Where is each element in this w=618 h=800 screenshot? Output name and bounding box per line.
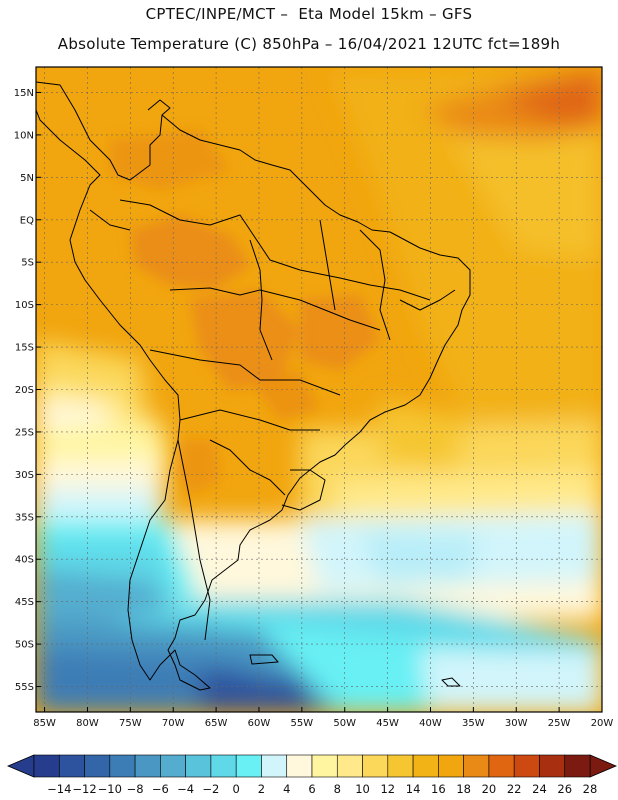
colorbar-swatch (84, 754, 111, 778)
lon-label-20w: 20W (591, 718, 614, 729)
colorbar-swatch (311, 754, 338, 778)
colorbar-label: 18 (456, 782, 471, 796)
latitude-labels: 15N 10N 5N EQ 5S 10S 15S 20S 25S 30S 35S 40S 45S 50S 5… (14, 88, 41, 693)
lat-label-eq: EQ (20, 215, 34, 226)
lon-label-30w: 30W (505, 718, 528, 729)
colorbar-label: 24 (532, 782, 547, 796)
lat-label-5s: 5S (21, 258, 34, 269)
colorbar-label: −8 (127, 782, 144, 796)
colorbar-swatch (58, 754, 85, 778)
lat-label-55s: 55S (15, 682, 34, 693)
lon-label-85w: 85W (33, 718, 56, 729)
colorbar-swatch (362, 754, 389, 778)
colorbar-label: 22 (507, 782, 522, 796)
colorbar-swatch (235, 754, 262, 778)
lon-label-80w: 80W (76, 718, 99, 729)
lat-label-30s: 30S (15, 470, 34, 481)
lon-label-60w: 60W (248, 718, 271, 729)
lat-label-40s: 40S (15, 555, 34, 566)
colorbar-swatch (160, 754, 186, 778)
colorbar-label: 20 (482, 782, 497, 796)
colorbar-swatch (564, 754, 591, 778)
graticule (36, 67, 603, 712)
colorbar-over-arrow (589, 754, 618, 778)
colorbar-swatch (286, 754, 313, 778)
colorbar-label: −14 (47, 782, 71, 796)
lat-label-35s: 35S (15, 512, 34, 523)
colorbar-swatch (134, 754, 161, 778)
colorbar-label: 6 (308, 782, 315, 796)
colorbar-label: −2 (202, 782, 219, 796)
lat-label-10n: 10N (14, 130, 34, 141)
colorbar-label: −4 (177, 782, 194, 796)
colorbar-swatch (412, 754, 439, 778)
colorbar-label: −12 (72, 782, 96, 796)
lat-label-25s: 25S (15, 427, 34, 438)
colorbar: −14 −12 −10 −8 −6 −4 −2 0 2 4 6 8 10 12 14 16 18 20 22 24 26… (6, 754, 618, 796)
colorbar-label: 8 (334, 782, 341, 796)
colorbar-swatch (539, 754, 566, 778)
colorbar-swatch (387, 754, 414, 778)
lon-label-65w: 65W (205, 718, 228, 729)
lat-label-45s: 45S (15, 597, 34, 608)
colorbar-label: −6 (152, 782, 169, 796)
colorbar-label: 16 (431, 782, 446, 796)
lon-label-70w: 70W (162, 718, 185, 729)
colorbar-label: 4 (283, 782, 290, 796)
colorbar-label: 14 (406, 782, 421, 796)
lat-label-20s: 20S (15, 385, 34, 396)
lon-label-75w: 75W (119, 718, 142, 729)
colorbar-swatch (33, 754, 60, 778)
lat-label-10s: 10S (15, 300, 34, 311)
colorbar-label: 26 (557, 782, 572, 796)
colorbar-label: 12 (380, 782, 395, 796)
lon-label-45w: 45W (376, 718, 399, 729)
longitude-labels: 85W 80W 75W 70W 65W 60W 55W 50W 45W 40W 35W 30W 25W 2… (33, 707, 613, 729)
lon-label-25w: 25W (548, 718, 571, 729)
lat-label-15s: 15S (15, 343, 34, 354)
colorbar-swatch (185, 754, 212, 778)
colorbar-swatch (109, 754, 136, 778)
colorbar-swatch (210, 754, 237, 778)
map-title-line-2: Absolute Temperature (C) 850hPa – 16/04/… (57, 35, 561, 53)
colorbar-swatch (488, 754, 515, 778)
colorbar-swatch (513, 754, 540, 778)
colorbar-label: 0 (233, 782, 240, 796)
lon-label-35w: 35W (462, 718, 485, 729)
map-title-line-1: CPTEC/INPE/MCT – Eta Model 15km – GFS (145, 5, 473, 23)
colorbar-label: 28 (583, 782, 598, 796)
colorbar-swatch (261, 754, 288, 778)
lon-label-50w: 50W (333, 718, 356, 729)
colorbar-swatch (463, 754, 490, 778)
temperature-field (36, 67, 602, 712)
colorbar-label: 10 (355, 782, 370, 796)
colorbar-swatch (336, 754, 363, 778)
colorbar-label: −10 (98, 782, 122, 796)
lat-label-50s: 50S (15, 640, 34, 651)
colorbar-swatch (438, 754, 464, 778)
colorbar-label: 2 (258, 782, 265, 796)
lat-label-15n: 15N (14, 88, 34, 99)
lon-label-55w: 55W (291, 718, 314, 729)
lon-label-40w: 40W (419, 718, 442, 729)
colorbar-under-arrow (6, 754, 35, 778)
lat-label-5n: 5N (20, 173, 34, 184)
coastlines (35, 81, 471, 691)
